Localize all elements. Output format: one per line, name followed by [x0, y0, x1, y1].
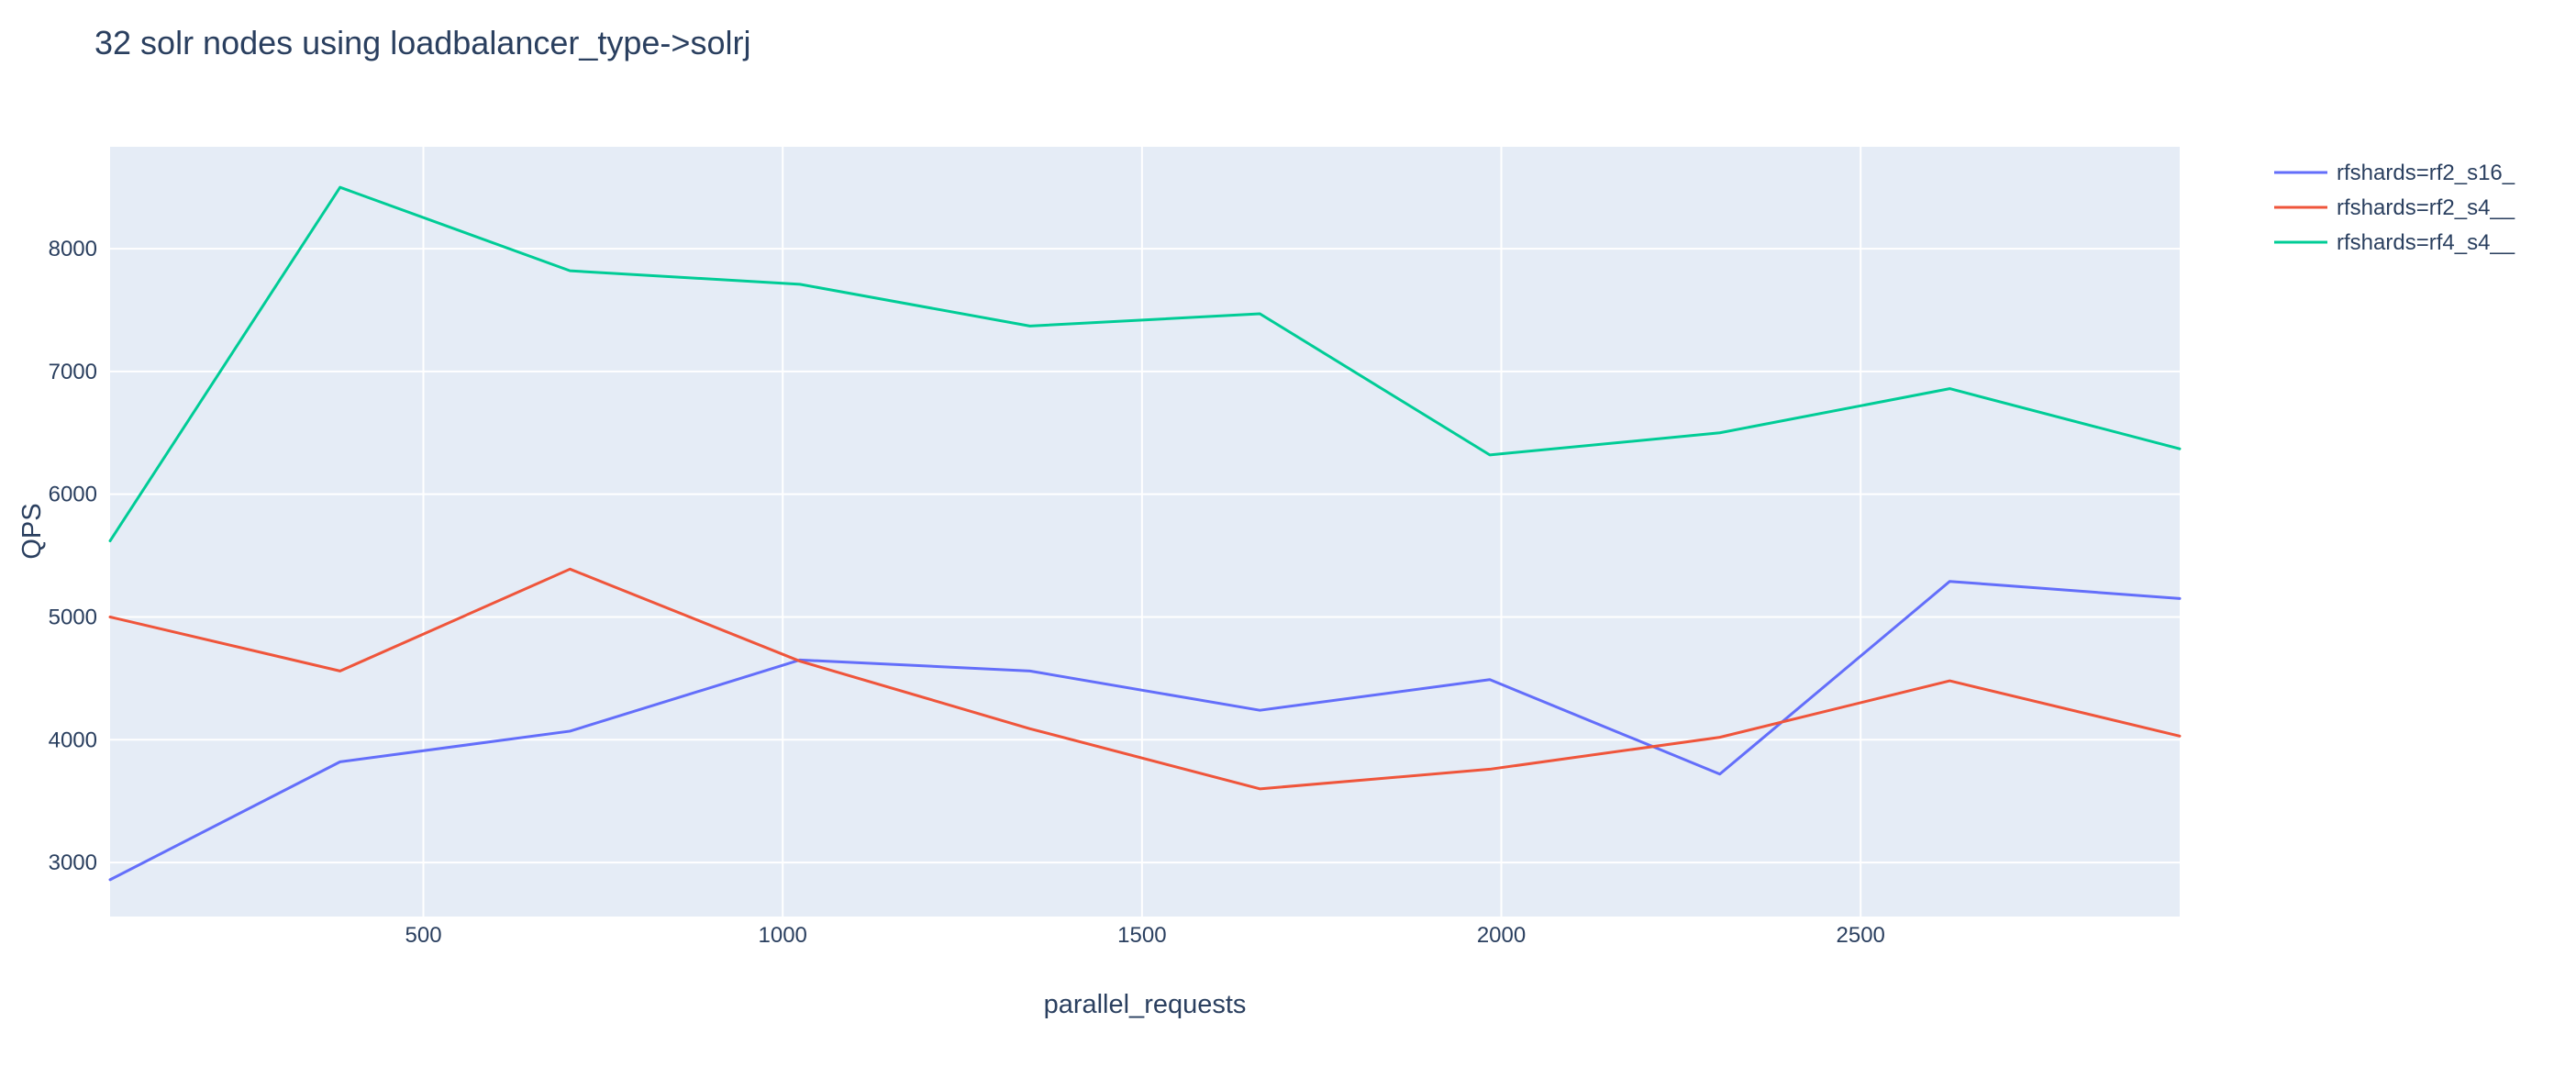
- x-tick-label: 1500: [1117, 923, 1166, 948]
- legend-label-1: rfshards=rf2_s16_: [2337, 161, 2515, 185]
- series-line-3: [108, 185, 2182, 543]
- legend-label-2: rfshards=rf2_s4__: [2337, 195, 2515, 220]
- y-tick-label: 7000: [49, 360, 97, 384]
- axis-ticks: 500 1000 1500 2000 2500 3000 4000 5000 6000 7000 8…: [49, 237, 1885, 948]
- legend: rfshards=rf2_s16_ rfshards=rf2_s4__rfshar…: [2274, 161, 2515, 255]
- gridlines: [110, 147, 2180, 917]
- y-tick-label: 5000: [49, 605, 97, 629]
- x-tick-label: 2500: [1837, 923, 1885, 948]
- y-tick-label: 3000: [49, 850, 97, 875]
- x-tick-label: 1000: [759, 923, 807, 948]
- series-lines: [108, 185, 2182, 882]
- series-line-1: [108, 580, 2182, 882]
- y-tick-label: 6000: [49, 483, 97, 507]
- x-tick-label: 2000: [1477, 923, 1526, 948]
- x-tick-label: 500: [405, 923, 442, 948]
- series-line-2: [108, 567, 2182, 791]
- plot-area: [110, 147, 2180, 917]
- chart-title: 32 solr nodes using loadbalancer_type->s…: [94, 24, 750, 61]
- y-axis-title: QPS: [17, 503, 47, 559]
- legend-label-3: rfshards=rf4_s4__: [2337, 230, 2515, 255]
- y-tick-label: 4000: [49, 728, 97, 752]
- x-axis-title: parallel_requests: [1044, 990, 1247, 1019]
- y-tick-label: 8000: [49, 237, 97, 261]
